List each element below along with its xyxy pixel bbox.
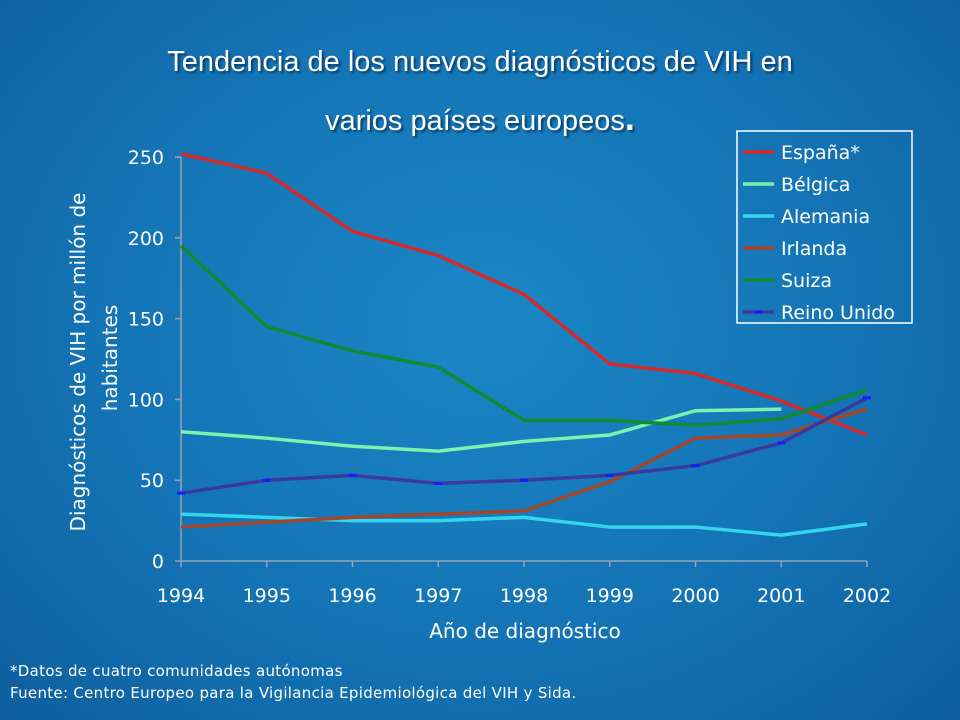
title-line-1: Tendencia de los nuevos diagnósticos de … xyxy=(167,46,793,78)
legend-label: Reino Unido xyxy=(781,302,895,324)
x-tick-label: 1998 xyxy=(500,585,548,607)
legend-label: Suiza xyxy=(781,270,832,292)
series-line-2 xyxy=(180,512,868,537)
footnote-note: *Datos de cuatro comunidades autónomas xyxy=(10,662,343,680)
legend-entry: Alemania xyxy=(743,206,870,228)
chart-legend: España* Bélgica Alemania Irlanda Suiza Reino … xyxy=(736,130,913,324)
y-tick-label: 250 xyxy=(128,147,164,169)
x-tick-label: 1994 xyxy=(157,585,205,607)
legend-entry: Reino Unido xyxy=(743,302,895,324)
x-tick-label: 2001 xyxy=(757,585,805,607)
slide-title: Tendencia de los nuevos diagnósticos de … xyxy=(60,34,900,149)
legend-label: Irlanda xyxy=(781,238,847,260)
legend-box xyxy=(736,130,913,324)
y-tick-label: 150 xyxy=(128,309,164,331)
legend-entry: España* xyxy=(743,142,860,164)
series-path xyxy=(179,244,868,428)
y-axis-label-line-1: Diagnósticos de VIH por millón de xyxy=(66,193,90,532)
x-tick-label: 2002 xyxy=(843,585,891,607)
footnote-source: Fuente: Centro Europeo para la Vigilanci… xyxy=(10,684,577,702)
legend-label: España* xyxy=(781,142,860,164)
series-line-4 xyxy=(179,244,868,428)
y-tick-label: 100 xyxy=(128,389,164,411)
series-path xyxy=(180,407,868,529)
y-axis-label-line-2: habitantes xyxy=(98,305,122,412)
x-axis-label: Año de diagnóstico xyxy=(429,619,620,643)
y-tick-label: 200 xyxy=(128,228,164,250)
series-path xyxy=(180,407,782,453)
series-line-0 xyxy=(180,152,868,437)
x-tick-label: 1995 xyxy=(243,585,291,607)
series-path xyxy=(180,512,868,537)
y-tick-label: 50 xyxy=(140,470,164,492)
x-tick-label: 1997 xyxy=(414,585,462,607)
chart-lines xyxy=(177,152,871,537)
title-line-2: varios países europeos. xyxy=(325,97,635,138)
series-line-1 xyxy=(180,407,782,453)
legend-entry: Bélgica xyxy=(743,174,850,196)
legend-entry: Suiza xyxy=(743,270,832,292)
legend-entry: Irlanda xyxy=(743,238,847,260)
series-path xyxy=(180,152,868,437)
y-tick-label: 0 xyxy=(152,551,164,573)
x-tick-label: 2000 xyxy=(671,585,719,607)
series-line-5 xyxy=(177,396,871,495)
x-tick-label: 1996 xyxy=(328,585,376,607)
footnote-block: *Datos de cuatro comunidades autónomas F… xyxy=(10,660,577,704)
legend-label: Alemania xyxy=(781,206,870,228)
legend-label: Bélgica xyxy=(781,174,850,196)
chart-ticks: 0 50 100 150 200 250 1994 1995 1996 1997 1998 1999 2… xyxy=(128,147,891,607)
x-tick-label: 1999 xyxy=(586,585,634,607)
series-line-3 xyxy=(180,407,868,529)
